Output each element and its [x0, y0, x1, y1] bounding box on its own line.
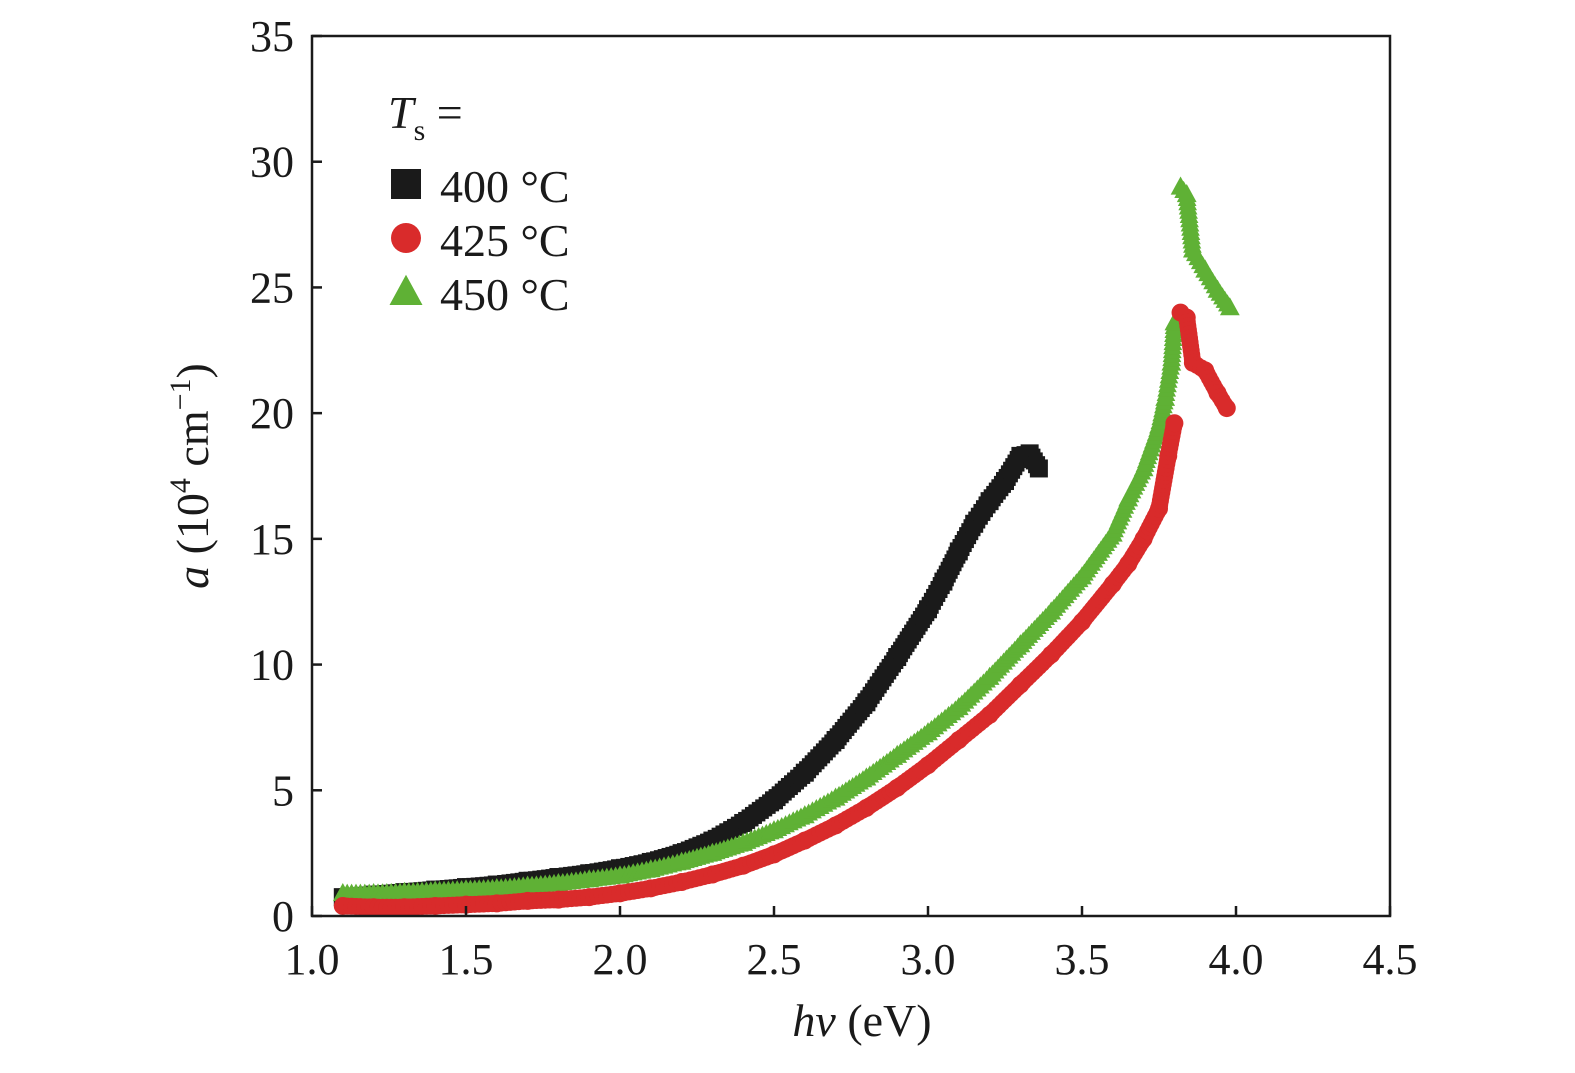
- y-tick-label: 35: [250, 12, 294, 61]
- legend-marker-square: [391, 169, 421, 199]
- y-tick-label: 10: [250, 641, 294, 690]
- series-circle: [333, 303, 1236, 917]
- legend-label: 400 °C: [440, 161, 570, 212]
- y-tick-label: 15: [250, 515, 294, 564]
- legend-label: 450 °C: [440, 269, 570, 320]
- legend-marker-triangle: [389, 274, 423, 305]
- y-tick-label: 0: [272, 892, 294, 941]
- x-tick-label: 1.5: [439, 935, 494, 984]
- x-tick-label: 4.5: [1363, 935, 1418, 984]
- data-point: [1029, 459, 1048, 478]
- legend-title: Ts =: [388, 87, 463, 147]
- y-axis-label: a (104 cm−1): [164, 363, 218, 589]
- x-tick-label: 3.0: [901, 935, 956, 984]
- series-triangle: [332, 176, 1240, 902]
- y-tick-label: 5: [272, 766, 294, 815]
- x-tick-label: 4.0: [1209, 935, 1264, 984]
- x-tick-label: 2.0: [593, 935, 648, 984]
- legend-marker-circle: [391, 223, 421, 253]
- y-tick-label: 30: [250, 138, 294, 187]
- legend-label: 425 °C: [440, 215, 570, 266]
- y-tick-label: 20: [250, 389, 294, 438]
- data-point: [1165, 414, 1184, 433]
- plot-frame: [310, 34, 1392, 918]
- x-tick-label: 2.5: [747, 935, 802, 984]
- data-point: [1217, 399, 1236, 418]
- data-point: [1219, 297, 1240, 316]
- x-tick-label: 3.5: [1055, 935, 1110, 984]
- y-axis: 0 5 10 15 20 25 30 35: [250, 12, 322, 941]
- x-axis: 1.0 1.5 2.0 2.5 3.0 3.5 4.0 4.5: [285, 906, 1418, 984]
- x-tick-label: 1.0: [285, 935, 340, 984]
- plot-area: [332, 176, 1240, 917]
- y-tick-label: 25: [250, 263, 294, 312]
- series-square: [333, 444, 1048, 907]
- x-axis-label: hv (eV): [792, 995, 931, 1046]
